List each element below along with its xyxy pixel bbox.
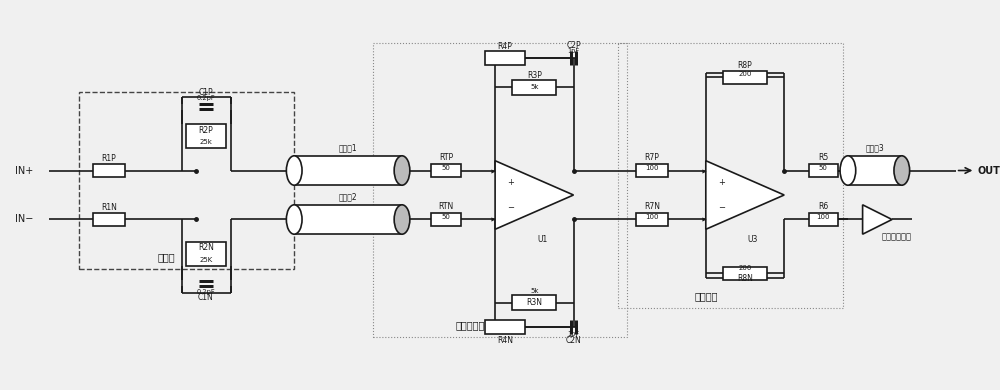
Text: R8P: R8P — [738, 61, 752, 70]
Bar — [723, 71, 767, 84]
Bar — [809, 164, 838, 177]
Text: RTN: RTN — [438, 202, 454, 211]
Ellipse shape — [394, 205, 410, 234]
Text: 同轴线3: 同轴线3 — [865, 144, 884, 152]
Bar — [636, 213, 668, 226]
Bar — [294, 205, 402, 234]
Ellipse shape — [894, 156, 910, 185]
Polygon shape — [495, 161, 574, 229]
Text: 50: 50 — [442, 165, 451, 170]
Bar — [93, 213, 125, 226]
Text: 5k: 5k — [530, 288, 539, 294]
Text: R7P: R7P — [644, 153, 659, 162]
Bar — [485, 51, 524, 65]
Text: R3N: R3N — [526, 298, 542, 307]
Text: IN−: IN− — [15, 215, 33, 225]
Ellipse shape — [394, 156, 410, 185]
Text: R1P: R1P — [102, 154, 116, 163]
Text: C2N: C2N — [566, 335, 581, 344]
Bar — [93, 164, 125, 177]
Ellipse shape — [286, 156, 302, 185]
Text: 50: 50 — [819, 165, 828, 170]
Text: 1pF: 1pF — [567, 48, 580, 55]
Bar — [79, 92, 294, 268]
Text: 25k: 25k — [200, 139, 212, 145]
Text: 100: 100 — [645, 214, 659, 220]
Bar — [848, 156, 902, 185]
Bar — [186, 124, 226, 149]
Bar — [186, 241, 226, 266]
Text: R4P: R4P — [497, 42, 512, 51]
Text: 200: 200 — [738, 71, 752, 78]
Text: 探头放大器: 探头放大器 — [456, 320, 485, 330]
Text: 200: 200 — [738, 266, 752, 271]
Bar — [618, 43, 843, 308]
Text: +: + — [507, 178, 514, 187]
Text: R2P: R2P — [199, 126, 213, 135]
Text: U3: U3 — [748, 235, 758, 244]
Bar — [636, 164, 668, 177]
Text: C2P: C2P — [566, 41, 581, 50]
Text: 100: 100 — [817, 214, 830, 220]
Text: 手柄端: 手柄端 — [158, 252, 176, 262]
Text: R8N: R8N — [737, 274, 753, 283]
Text: R6: R6 — [818, 202, 829, 211]
Text: IN+: IN+ — [15, 165, 33, 176]
Polygon shape — [863, 205, 892, 234]
Text: 同轴线1: 同轴线1 — [339, 144, 357, 152]
Text: C1P: C1P — [199, 88, 213, 97]
Text: 1pF: 1pF — [567, 331, 580, 337]
Text: +: + — [718, 178, 725, 187]
Bar — [373, 43, 627, 337]
Text: 同轴线2: 同轴线2 — [339, 192, 357, 202]
Bar — [294, 156, 402, 185]
Text: −: − — [507, 203, 514, 212]
Text: R1N: R1N — [101, 203, 117, 212]
Ellipse shape — [286, 205, 302, 234]
Bar — [512, 296, 556, 310]
Bar — [431, 213, 461, 226]
Text: R4N: R4N — [497, 335, 513, 344]
Text: 5k: 5k — [530, 84, 539, 90]
Text: U1: U1 — [537, 235, 547, 244]
Text: OUT: OUT — [977, 165, 1000, 176]
Bar — [809, 213, 838, 226]
Text: C1N: C1N — [198, 293, 214, 302]
Text: 50: 50 — [442, 214, 451, 220]
Text: R7N: R7N — [644, 202, 660, 211]
Bar — [485, 321, 524, 334]
Text: 0.2pF: 0.2pF — [197, 96, 215, 101]
Text: 100: 100 — [645, 165, 659, 170]
Text: R3P: R3P — [527, 71, 542, 80]
Text: 0.2pF: 0.2pF — [197, 289, 215, 294]
Text: R5: R5 — [818, 153, 829, 162]
Text: 输出至示波器: 输出至示波器 — [882, 233, 912, 242]
Bar — [431, 164, 461, 177]
Text: RTP: RTP — [439, 153, 453, 162]
Polygon shape — [706, 161, 784, 229]
Bar — [512, 80, 556, 94]
Bar — [723, 266, 767, 280]
Text: R2N: R2N — [198, 243, 214, 252]
Text: 缓冲电路: 缓冲电路 — [694, 291, 718, 301]
Ellipse shape — [840, 156, 856, 185]
Text: 25K: 25K — [199, 257, 213, 263]
Text: −: − — [718, 203, 725, 212]
